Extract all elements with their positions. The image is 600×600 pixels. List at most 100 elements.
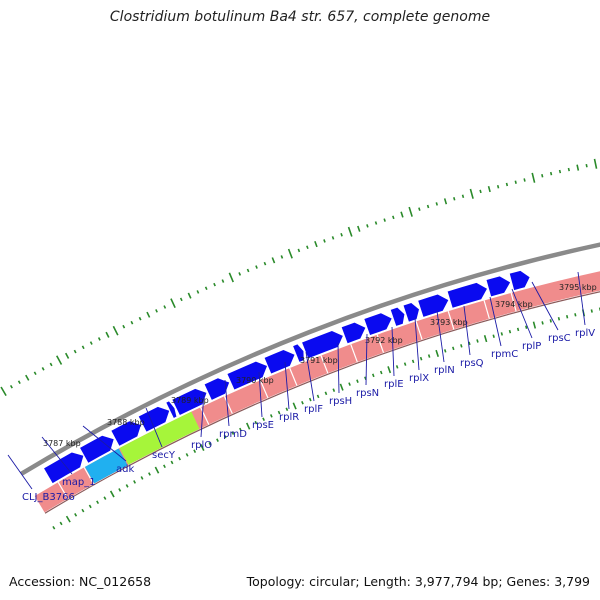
- gc-tick-inner: [500, 332, 504, 336]
- gc-tick: [306, 245, 309, 250]
- scale-tick-label: 3789 kbp: [171, 396, 209, 405]
- gc-tick-inner: [492, 334, 495, 338]
- gene-label: rplE: [384, 379, 404, 390]
- gene-leader-line: [258, 371, 263, 418]
- forward-gene: [390, 307, 405, 326]
- gc-tick-inner: [81, 508, 85, 513]
- gc-tick-inner: [277, 410, 281, 415]
- gc-tick-inner: [348, 382, 351, 386]
- gene-label: rpsE: [252, 420, 274, 431]
- gc-tick-inner: [332, 388, 336, 392]
- backbone-ring: [20, 242, 600, 476]
- gene-leader-line: [337, 342, 340, 394]
- gc-tick: [138, 316, 142, 321]
- forward-gene: [403, 302, 420, 322]
- gc-tick: [9, 384, 13, 389]
- scale-tick-label: 3790 kbp: [236, 376, 274, 385]
- forward-gene: [80, 435, 114, 463]
- gene-boundary: [259, 380, 269, 399]
- gc-tick: [400, 211, 404, 218]
- gc-tick: [204, 286, 208, 291]
- gc-tick: [73, 349, 77, 354]
- scale-tick-label: 3791 kbp: [300, 356, 338, 365]
- gc-tick: [549, 171, 553, 176]
- gc-tick-inner: [574, 313, 577, 317]
- gc-tick-inner: [427, 354, 431, 358]
- gc-tick: [567, 167, 570, 172]
- gc-tick-inner: [356, 379, 359, 383]
- scale-tick-label: 3793 kbp: [430, 318, 468, 327]
- gc-tick: [255, 265, 258, 269]
- scale-tick-label: 3792 kbp: [365, 336, 403, 345]
- gc-tick-inner: [316, 394, 320, 399]
- gc-tick: [541, 173, 544, 178]
- gene-leader-line: [284, 361, 290, 410]
- gene-label: secY: [152, 450, 176, 461]
- gc-tick: [297, 248, 301, 253]
- gc-tick-inner: [262, 417, 265, 422]
- gc-tick: [49, 362, 53, 367]
- gc-tick-inner: [52, 525, 56, 530]
- gc-tick-inner: [557, 317, 561, 321]
- gene-leader-line: [82, 425, 127, 462]
- gc-tick-inner: [178, 456, 181, 461]
- gc-tick: [418, 207, 421, 211]
- gc-tick: [170, 298, 176, 309]
- gc-tick: [443, 198, 448, 205]
- gene-boundary: [376, 334, 385, 353]
- gc-tick: [340, 233, 343, 237]
- gc-tick-inner: [395, 365, 399, 369]
- gc-tick-inner: [59, 521, 63, 526]
- gene-label: rpmC: [491, 349, 518, 360]
- forward-gene: [364, 313, 392, 336]
- gc-tick: [213, 282, 216, 287]
- gene-leader-line: [365, 333, 368, 386]
- map-title: Clostridium botulinum Ba4 str. 657, comp…: [109, 9, 491, 25]
- forward-gene: [166, 401, 177, 418]
- gc-tick-inner: [468, 341, 471, 346]
- gc-tick-inner: [565, 315, 569, 319]
- gc-tick-inner: [508, 329, 512, 334]
- gc-tick: [97, 337, 101, 341]
- gc-tick: [64, 352, 70, 359]
- gene-label: rplR: [279, 412, 299, 423]
- gc-tick: [408, 206, 413, 217]
- scale-tick-label: 3794 kbp: [495, 300, 533, 309]
- gc-tick: [347, 226, 353, 237]
- gc-tick: [585, 163, 588, 168]
- topology-text: Topology: circular; Length: 3,977,794 bp…: [246, 574, 590, 589]
- forward-gene: [302, 330, 343, 359]
- gene-leader-line: [305, 351, 315, 402]
- gene-label: rplP: [522, 341, 541, 352]
- gc-tick: [238, 272, 242, 276]
- gc-tick-inner: [387, 366, 392, 374]
- gc-tick-inner: [372, 373, 375, 378]
- gc-tick: [0, 386, 7, 397]
- gc-tick-inner: [154, 466, 160, 474]
- gc-tick-inner: [231, 431, 235, 435]
- gene-leader-line: [414, 317, 420, 371]
- gc-tick: [523, 178, 526, 182]
- gc-tick: [426, 204, 430, 209]
- gc-tick: [366, 224, 369, 228]
- gene-leader-line: [436, 310, 445, 363]
- gc-tick-inner: [65, 515, 71, 523]
- gc-tick-inner: [223, 434, 227, 439]
- gc-tick-inner: [163, 464, 166, 469]
- gene-boundary: [57, 481, 69, 499]
- gc-tick-inner: [339, 383, 344, 391]
- gene-leader-line: [41, 436, 73, 475]
- gc-tick: [246, 268, 250, 273]
- gene-label: adk: [116, 464, 134, 475]
- gc-tick: [514, 180, 517, 184]
- gc-tick-inner: [532, 321, 537, 329]
- gc-tick-inner: [170, 460, 174, 465]
- gc-tick: [105, 331, 110, 338]
- gc-tick-inner: [324, 391, 328, 396]
- forward-gene: [172, 388, 207, 416]
- gc-tick-inner: [435, 349, 440, 358]
- gc-tick: [469, 188, 474, 199]
- gc-tick: [287, 248, 293, 259]
- forward-gene: [111, 421, 141, 446]
- gc-tick-inner: [411, 359, 415, 364]
